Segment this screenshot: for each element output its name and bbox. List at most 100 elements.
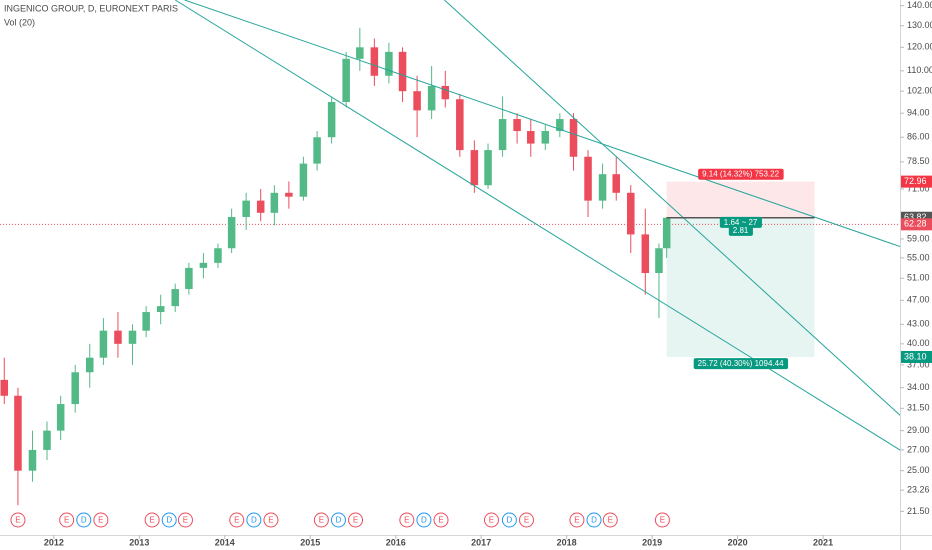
candle-body [427, 85, 436, 111]
x-tick-label: 2021 [813, 537, 833, 547]
candle-body [385, 51, 393, 76]
y-tick-label: 34.00 [907, 382, 930, 392]
event-label: E [64, 516, 69, 525]
y-tick-label: 27.00 [907, 444, 930, 454]
event-marker [416, 512, 432, 528]
event-label: D [507, 516, 513, 525]
candle-body [513, 119, 521, 132]
candle-body [456, 99, 464, 151]
x-tick-label: 2013 [129, 537, 149, 547]
event-label: E [489, 516, 494, 525]
candle-body [14, 395, 22, 471]
chart-title: INGENICO GROUP, D, EURONEXT PARIS [4, 3, 178, 13]
event-marker [161, 512, 177, 528]
price-label: 72.96 [904, 176, 927, 186]
plot-area [0, 0, 900, 506]
event-marker [518, 512, 534, 528]
candle-body [285, 192, 293, 197]
event-marker [10, 512, 26, 528]
event-marker [654, 512, 670, 528]
y-tick-label: 29.00 [907, 425, 930, 435]
candle-body [43, 430, 51, 450]
event-label: E [149, 516, 154, 525]
event-marker [229, 512, 245, 528]
candle-body [498, 119, 507, 151]
target-label-box [693, 358, 789, 370]
y-tick-label: 130.00 [907, 20, 932, 30]
y-tick-label: 43.00 [907, 319, 930, 329]
candle-body [441, 85, 450, 100]
candle-body [655, 248, 663, 274]
trend-line [444, 0, 900, 416]
event-label: E [438, 516, 443, 525]
candle-body [242, 200, 250, 217]
event-label: E [98, 516, 103, 525]
candle-body [313, 137, 321, 164]
event-marker [246, 512, 262, 528]
event-label: D [81, 516, 87, 525]
price-label-box [901, 175, 932, 188]
candle-body [171, 289, 179, 307]
candle-body [28, 449, 37, 471]
event-label: D [421, 516, 427, 525]
event-label: D [591, 516, 597, 525]
event-marker [586, 512, 602, 528]
event-marker [348, 512, 364, 528]
candle-body [214, 248, 222, 263]
event-marker [177, 512, 193, 528]
price-label: 62.28 [904, 219, 927, 229]
entry-sub-label: 2.81 [733, 226, 749, 235]
candle-body [156, 306, 165, 313]
y-tick-label: 102.00 [907, 86, 932, 96]
candle-body [556, 119, 564, 132]
event-marker [483, 512, 499, 528]
event-marker [144, 512, 160, 528]
event-marker [602, 512, 618, 528]
x-tick-label: 2014 [215, 537, 235, 547]
event-label: E [608, 516, 613, 525]
target-label: 25.72 (40.30%) 1094.44 [698, 359, 784, 368]
y-tick-label: 78.50 [907, 156, 930, 166]
candle-body [541, 131, 550, 144]
event-label: D [336, 516, 342, 525]
y-tick-label: 51.00 [907, 273, 930, 283]
candle-body [484, 150, 492, 186]
y-tick-label: 110.00 [907, 65, 932, 75]
candle-body [398, 51, 407, 92]
stop-label-box [698, 168, 784, 180]
candle-body [584, 156, 592, 201]
x-tick-label: 2015 [300, 537, 320, 547]
candle-body [299, 163, 308, 197]
y-tick-label: 55.00 [907, 252, 930, 262]
candle-body [256, 200, 265, 213]
event-marker [433, 512, 449, 528]
y-tick-label: 59.00 [907, 233, 930, 243]
event-label: E [15, 516, 20, 525]
candle-body [641, 234, 650, 274]
x-tick-label: 2019 [642, 537, 662, 547]
y-tick-label: 21.50 [907, 506, 930, 516]
candle-body [128, 330, 137, 344]
event-label: E [319, 516, 324, 525]
y-tick-label: 37.00 [907, 359, 930, 369]
event-marker [501, 512, 517, 528]
candle-body [598, 174, 607, 201]
event-label: E [574, 516, 579, 525]
y-tick-label: 23.26 [907, 485, 930, 495]
y-tick-label: 140.00 [907, 0, 932, 10]
event-label: E [234, 516, 239, 525]
candle-body [142, 312, 150, 331]
candle-body [71, 372, 79, 405]
price-label: 38.10 [904, 351, 927, 361]
y-tick-label: 40.00 [907, 338, 930, 348]
x-tick-label: 2017 [471, 537, 491, 547]
x-tick-label: 2016 [386, 537, 406, 547]
trend-line [184, 0, 900, 248]
candle-body [327, 101, 336, 138]
event-marker [59, 512, 75, 528]
candle-body [199, 262, 208, 268]
event-marker [313, 512, 329, 528]
trend-line [174, 0, 900, 451]
price-label-box [901, 350, 932, 363]
event-label: E [268, 516, 273, 525]
